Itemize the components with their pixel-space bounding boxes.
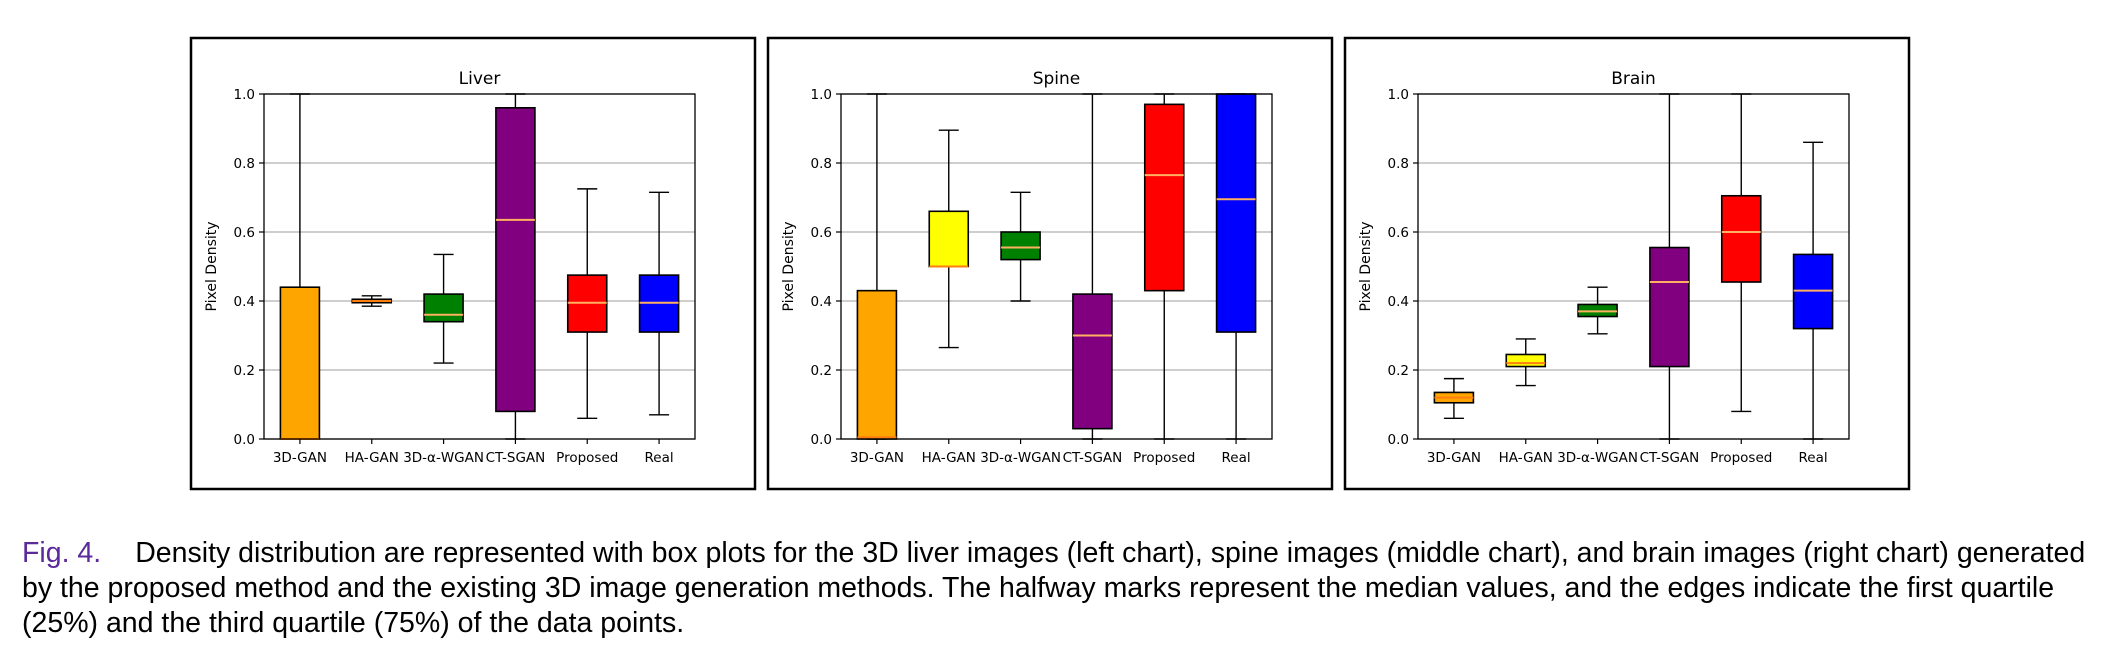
x-tick-label: CT-SGAN	[486, 450, 546, 466]
box-real: Real	[1215, 93, 1257, 466]
iqr-box	[1072, 293, 1113, 430]
x-tick-label: HA-GAN	[922, 450, 976, 466]
iqr-box	[1505, 353, 1547, 368]
y-tick-label: 0.4	[234, 294, 255, 310]
iqr-box	[928, 210, 970, 268]
x-tick-label: HA-GAN	[345, 450, 399, 466]
x-tick-label: 3D-GAN	[1427, 450, 1481, 466]
x-tick-label: Proposed	[1710, 450, 1772, 466]
y-tick-label: 0.2	[234, 363, 255, 379]
y-tick-label: 0.8	[1388, 156, 1409, 172]
box-3d-alpha-wgan: 3D-α-WGAN	[980, 191, 1061, 466]
box-3d-gan: 3D-GAN	[1427, 377, 1481, 466]
x-tick-label: CT-SGAN	[1063, 450, 1123, 466]
y-axis-label: Pixel Density	[781, 221, 797, 311]
x-tick-label: Real	[1222, 450, 1251, 466]
x-tick-label: 3D-α-WGAN	[403, 450, 484, 466]
iqr-box	[1720, 194, 1762, 283]
chart-brain: 0.0 0.2 0.4 0.6 0.8 1.0 3D-GAN HA-GAN 3D-α-WGAN C…	[1343, 36, 1911, 491]
x-tick-label: HA-GAN	[1499, 450, 1553, 466]
chart-liver: 0.0 0.2 0.4 0.6 0.8 1.0 3D-GAN HA-GAN 3D-α-WGAN C…	[189, 36, 757, 491]
y-tick-label: 0.0	[811, 432, 832, 448]
box-ha-gan: HA-GAN	[345, 295, 399, 466]
x-tick-label: 3D-α-WGAN	[980, 450, 1061, 466]
iqr-box	[1143, 103, 1185, 292]
box-3d-alpha-wgan: 3D-α-WGAN	[403, 253, 484, 466]
y-tick-label: 1.0	[234, 87, 255, 103]
chart-title: Spine	[1033, 69, 1081, 89]
y-tick-label: 1.0	[811, 87, 832, 103]
iqr-box	[279, 286, 321, 440]
y-tick-label: 0.8	[234, 156, 255, 172]
x-tick-label: 3D-GAN	[850, 450, 904, 466]
iqr-box	[423, 293, 464, 323]
iqr-box	[1215, 93, 1257, 333]
chart-panel-frame	[189, 36, 757, 491]
box-proposed: Proposed	[1710, 93, 1772, 466]
figure-caption: Fig. 4. Density distribution are represen…	[22, 536, 2092, 641]
box-ct-sgan: CT-SGAN	[486, 93, 546, 466]
box-3d-gan: 3D-GAN	[850, 93, 904, 466]
iqr-box	[1000, 231, 1041, 261]
chart-spine: 0.0 0.2 0.4 0.6 0.8 1.0 3D-GAN HA-GAN 3D-α-WGAN C…	[766, 36, 1334, 491]
y-axis-label: Pixel Density	[204, 221, 220, 311]
plot-area	[840, 93, 1273, 440]
box-proposed: Proposed	[556, 188, 618, 466]
box-real: Real	[1792, 141, 1834, 466]
y-tick-label: 0.6	[234, 225, 255, 241]
y-tick-label: 0.8	[811, 156, 832, 172]
x-tick-label: Proposed	[1133, 450, 1195, 466]
x-tick-label: Proposed	[556, 450, 618, 466]
x-tick-label: Real	[645, 450, 674, 466]
box-3d-alpha-wgan: 3D-α-WGAN	[1557, 286, 1638, 466]
x-tick-label: Real	[1799, 450, 1828, 466]
y-tick-label: 1.0	[1388, 87, 1409, 103]
y-tick-label: 0.2	[811, 363, 832, 379]
box-real: Real	[638, 191, 680, 466]
y-tick-label: 0.6	[811, 225, 832, 241]
x-tick-label: 3D-α-WGAN	[1557, 450, 1638, 466]
box-plot-figure: 0.00.20.40.60.81.03D-GAN HA-GAN 3D-α-WGAN C…	[189, 36, 1911, 491]
y-tick-label: 0.4	[1388, 294, 1409, 310]
x-tick-label: 3D-GAN	[273, 450, 327, 466]
iqr-box	[856, 289, 898, 440]
y-tick-label: 0.0	[1388, 432, 1409, 448]
plot-area	[263, 93, 696, 440]
box-ct-sgan: CT-SGAN	[1640, 93, 1700, 466]
x-tick-label: CT-SGAN	[1640, 450, 1700, 466]
chart-title: Brain	[1611, 69, 1656, 89]
box-ha-gan: HA-GAN	[1499, 338, 1553, 466]
y-tick-label: 0.0	[234, 432, 255, 448]
y-tick-label: 0.6	[1388, 225, 1409, 241]
iqr-box	[1649, 246, 1690, 368]
figure-label: Fig. 4.	[22, 537, 102, 569]
chart-title: Liver	[459, 69, 501, 89]
y-tick-label: 0.4	[811, 294, 832, 310]
y-tick-label: 0.2	[1388, 363, 1409, 379]
iqr-box	[495, 107, 536, 413]
plot-area	[1417, 93, 1850, 440]
box-ha-gan: HA-GAN	[922, 129, 976, 466]
box-ct-sgan: CT-SGAN	[1063, 93, 1123, 466]
figure-caption-text: Density distribution are represented wit…	[22, 537, 2086, 639]
box-3d-gan: 3D-GAN	[273, 93, 327, 466]
y-axis-label: Pixel Density	[1358, 221, 1374, 311]
